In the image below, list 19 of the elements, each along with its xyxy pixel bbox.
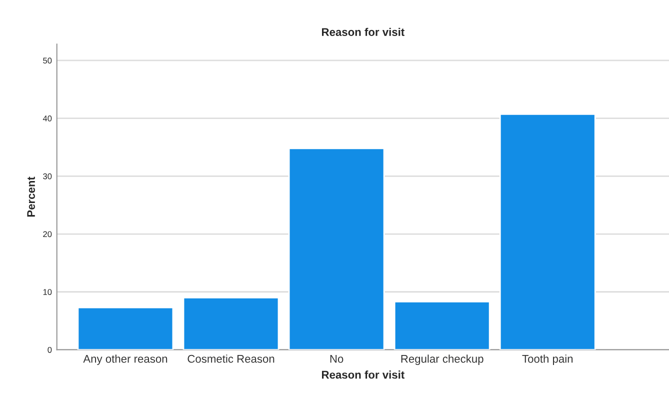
bar (394, 301, 490, 350)
y-tick-label: 30 (43, 173, 52, 180)
bar (182, 296, 280, 350)
bar (499, 114, 596, 350)
y-tick-label: 50 (43, 58, 52, 64)
y-tick-label: 40 (42, 115, 52, 122)
y-tick-label: 0 (48, 346, 52, 353)
x-tick-label: Any other reason (83, 354, 168, 365)
bar (77, 306, 174, 350)
x-axis-title: Reason for visit (322, 370, 404, 379)
x-tick-label: Tooth pain (522, 354, 573, 365)
chart-title: Reason for visit (322, 28, 404, 36)
y-tick-label: 10 (43, 289, 52, 295)
x-tick-label: No (330, 355, 344, 363)
y-tick-label: 20 (43, 231, 52, 238)
x-tick-label: Cosmetic Reason (188, 354, 274, 363)
x-tick-label: Regular checkup (401, 354, 484, 365)
y-axis-title: Percent (27, 176, 35, 217)
bar (288, 148, 385, 350)
